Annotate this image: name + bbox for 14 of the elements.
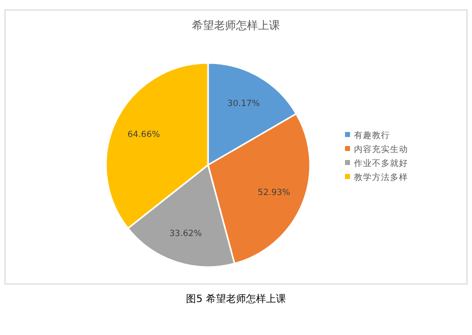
data-label: 52.93%: [258, 188, 290, 198]
legend-label: 内容充实生动: [354, 144, 408, 155]
legend-label: 作业不多就好: [353, 158, 408, 169]
data-label: 33.62%: [169, 228, 202, 239]
slice: 64.66%: [105, 62, 209, 230]
slice: 30.17%: [207, 62, 297, 166]
legend-label: 教学方法多样: [354, 172, 408, 183]
slice: 33.62%: [127, 164, 236, 268]
data-label: 30.17%: [227, 99, 260, 110]
legend-label: 有趣教行: [354, 130, 390, 141]
caption: 图5 希望老师怎样上课: [186, 293, 286, 305]
chart-title: 希望老师怎样上课: [192, 19, 280, 32]
data-label: 64.66%: [128, 130, 160, 140]
slice: 52.93%: [207, 113, 311, 264]
